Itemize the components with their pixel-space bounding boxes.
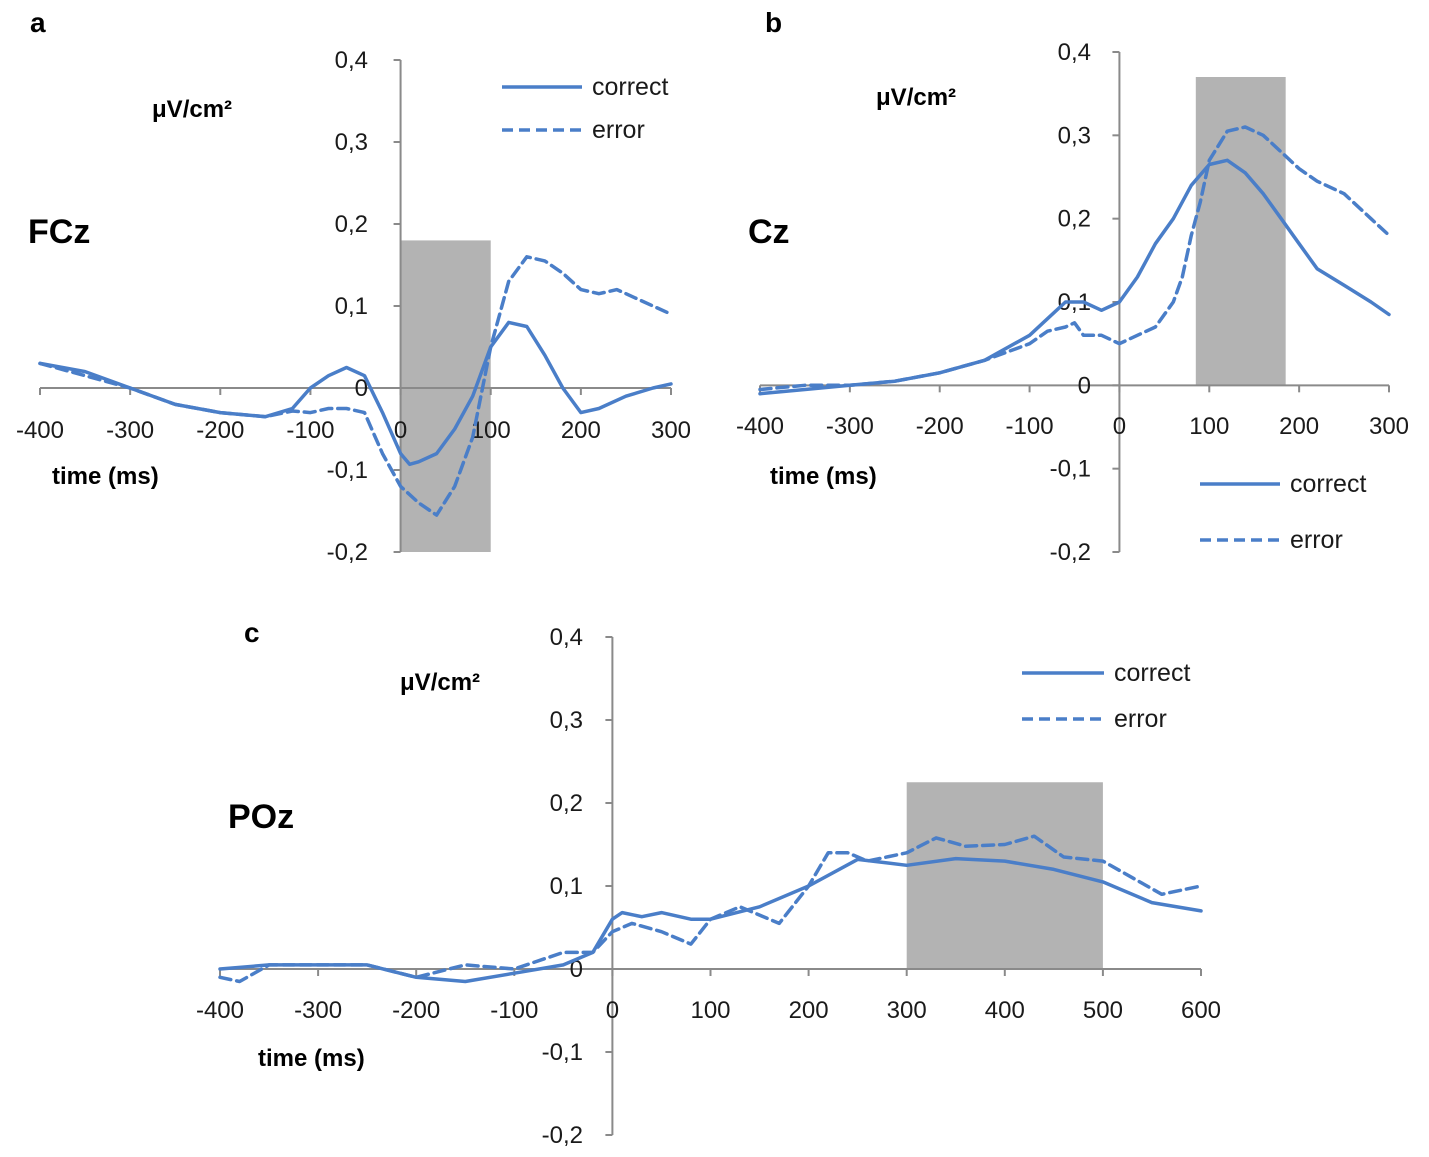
panel-b-y-tick-label: 0,2 <box>1058 206 1091 233</box>
panel-a-y-tick-label: 0,4 <box>335 47 368 74</box>
panel-c-series-error-line <box>218 834 1203 984</box>
panel-c-y-tick-label: 0 <box>570 956 583 983</box>
panel-c-x-tick-label: -400 <box>196 997 244 1024</box>
panel-a-x-tick-label: -100 <box>286 417 334 444</box>
panel-c-y-tick-label: 0,2 <box>550 790 583 817</box>
panel-c-x-tick-label: 300 <box>887 997 927 1024</box>
panel-a-series-error-line <box>38 255 673 517</box>
panel-c-x-tick-label: 0 <box>606 997 619 1024</box>
panel-c-x-tick-label: -300 <box>294 997 342 1024</box>
panel-b-y-tick-label: -0,2 <box>1050 539 1091 566</box>
panel-a-y-tick-label: -0,1 <box>327 457 368 484</box>
panel-b-plot: -400 -300 -200 -100 0 100 200 300-0,2-0,100,10,… <box>736 39 1409 566</box>
panel-c-y-tick-label: 0,1 <box>550 873 583 900</box>
panel-a-y-tick-label: -0,2 <box>327 539 368 566</box>
panel-b-y-tick-label: 0 <box>1078 372 1091 399</box>
panel-b-legend-label-error: error <box>1290 526 1343 554</box>
panel-a-unit-label: μV/cm² <box>152 96 232 123</box>
panel-c-x-tick-label: 500 <box>1083 997 1123 1024</box>
panel-a-x-tick-label: -300 <box>106 417 154 444</box>
panel-c-x-tick-label: 100 <box>690 997 730 1024</box>
panel-b-x-tick-label: 200 <box>1279 413 1319 440</box>
panel-c-plot: -400 -300 -200 -100 0 100 200 300 400 500 600 -0,2 -… <box>196 624 1221 1149</box>
panel-c-legend-label-correct: correct <box>1114 659 1190 687</box>
panel-c-x-tick-label: -100 <box>490 997 538 1024</box>
panel-a-y-tick-label: 0,3 <box>335 129 368 156</box>
panel-b-x-tick-label: 0 <box>1113 413 1126 440</box>
panel-a-y-tick-label: 0,2 <box>335 211 368 238</box>
panel-b-y-tick-label: 0,3 <box>1058 122 1091 149</box>
panel-b-y-tick-label: 0,4 <box>1058 39 1091 66</box>
panel-b-x-tick-label: -100 <box>1006 413 1054 440</box>
panel-a-plot: -400 -300 -200 -100 0 100 200 300-0,2-0,100,10,… <box>16 47 691 566</box>
panel-a-y-tick-label: 0,1 <box>335 293 368 320</box>
panel-b-x-tick-label: 300 <box>1369 413 1409 440</box>
panel-a-electrode-label: FCz <box>28 213 90 251</box>
panel-c: c μV/cm² POz time (ms) -400 -300 -200 -100 0… <box>196 617 1221 1149</box>
panel-c-y-tick-label: 0,4 <box>550 624 583 651</box>
panel-c-legend-label-error: error <box>1114 705 1167 733</box>
panel-b-unit-label: μV/cm² <box>876 84 956 111</box>
panel-c-unit-label: μV/cm² <box>400 669 480 696</box>
panel-a-y-tick-label: 0 <box>355 375 368 402</box>
panel-b-legend-label-correct: correct <box>1290 470 1366 498</box>
panel-b-x-tick-label: -200 <box>916 413 964 440</box>
panel-b-electrode-label: Cz <box>748 213 790 251</box>
panel-c-x-tick-label: -200 <box>392 997 440 1024</box>
panel-b-x-axis-label: time (ms) <box>770 463 877 490</box>
panel-c-x-tick-label: 600 <box>1181 997 1221 1024</box>
panel-a-legend-label-error: error <box>592 116 645 144</box>
panel-c-y-tick-label: -0,2 <box>542 1122 583 1149</box>
panel-b-x-tick-label: 100 <box>1189 413 1229 440</box>
panel-b-series-error-line <box>758 125 1391 392</box>
panel-a-legend-label-correct: correct <box>592 73 668 101</box>
panel-c-letter: c <box>244 617 260 648</box>
panel-a-x-tick-label: 200 <box>561 417 601 444</box>
panel-a-x-tick-label: 0 <box>394 417 407 444</box>
panel-a-x-tick-label: 300 <box>651 417 691 444</box>
panel-a-shaded-window <box>400 240 491 552</box>
panel-c-electrode-label: POz <box>228 798 294 836</box>
panel-c-x-tick-label: 400 <box>985 997 1025 1024</box>
panel-a-x-axis-label: time (ms) <box>52 463 159 490</box>
panel-a-x-tick-label: -400 <box>16 417 64 444</box>
panel-b-x-tick-label: -300 <box>826 413 874 440</box>
panel-c-y-tick-label: -0,1 <box>542 1039 583 1066</box>
panel-b-shaded-window <box>1195 77 1286 386</box>
panel-c-x-tick-label: 200 <box>789 997 829 1024</box>
panel-b-letter: b <box>765 7 782 38</box>
panel-a-x-tick-label: -200 <box>196 417 244 444</box>
panel-b: b μV/cm² Cz time (ms) -400 -300 -200 -100 0 1… <box>736 7 1409 566</box>
panel-a: a μV/cm² FCz time (ms) -400 -300 -200 -100 0… <box>16 7 691 566</box>
panel-c-x-axis-label: time (ms) <box>258 1045 365 1072</box>
panel-b-series-correct-line <box>758 158 1391 396</box>
panel-c-y-tick-label: 0,3 <box>550 707 583 734</box>
panel-b-y-tick-label: -0,1 <box>1050 456 1091 483</box>
panel-a-letter: a <box>30 7 46 38</box>
panel-b-x-tick-label: -400 <box>736 413 784 440</box>
panel-c-shaded-window <box>906 782 1103 969</box>
